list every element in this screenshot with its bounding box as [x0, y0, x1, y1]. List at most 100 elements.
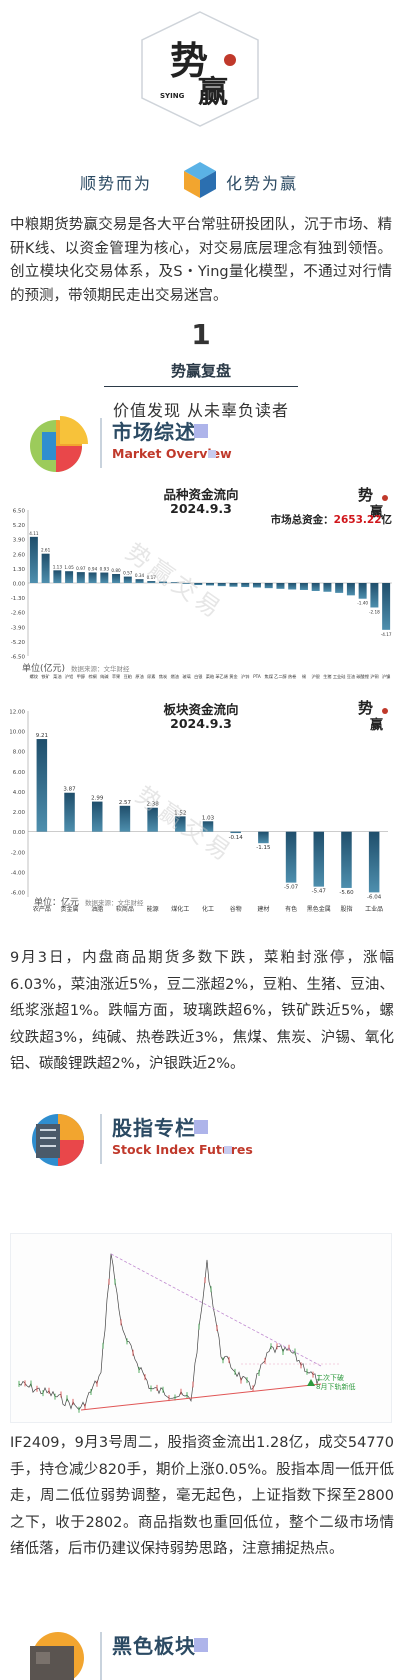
- bar: [135, 579, 144, 583]
- total-fund-unit: 亿: [381, 514, 393, 526]
- market-overview-subtitle: Market Overview: [112, 446, 232, 461]
- market-total-fund: 市场总资金：2653.22亿: [271, 512, 392, 527]
- category-label: 沪镍: [382, 673, 390, 680]
- bar: [112, 574, 121, 583]
- data-label: -6.04: [367, 894, 382, 900]
- bar: [76, 572, 85, 583]
- bar: [65, 571, 74, 583]
- brand-logo: 势 赢 SYING: [138, 10, 262, 128]
- data-label: -5.47: [312, 889, 327, 895]
- bar: [299, 583, 308, 590]
- bar: [170, 582, 179, 584]
- category-label: 农产品: [33, 905, 51, 913]
- bar: [202, 821, 214, 832]
- bar: [276, 583, 285, 589]
- chart2-unit-label: 单位：亿元: [34, 898, 80, 908]
- y-tick-label: -6.50: [11, 655, 26, 661]
- category-label: 焦炭: [159, 673, 167, 680]
- svg-text:势: 势: [358, 699, 373, 717]
- bar: [288, 583, 297, 590]
- category-label: 黑色金属: [307, 905, 331, 913]
- y-tick-label: 10.00: [10, 730, 25, 736]
- chart1-date: 2024.9.3: [170, 501, 232, 516]
- data-label: 2.38: [146, 802, 159, 808]
- category-label: 煤化工: [171, 905, 189, 913]
- bar: [182, 583, 191, 584]
- bar: [194, 583, 203, 586]
- y-tick-label: 2.00: [13, 810, 26, 816]
- bar: [313, 831, 325, 887]
- bar: [29, 536, 38, 583]
- category-label: 工业品: [365, 905, 383, 913]
- y-tick-label: 4.00: [13, 790, 26, 796]
- svg-text:赢: 赢: [370, 504, 383, 518]
- bar: [119, 805, 131, 832]
- price-line: [18, 1253, 320, 1411]
- data-label: 1.03: [202, 815, 215, 821]
- category-label: 生猪: [323, 673, 331, 680]
- category-label: 有色: [285, 905, 297, 913]
- data-label: 0.94: [88, 566, 98, 571]
- sector-fund-flow-chart: 板块资金流向 2024.9.3 势赢 12.00 10.00 8.00 6.00 4.0…: [10, 695, 392, 935]
- data-label: 4.11: [29, 531, 39, 536]
- y-tick-label: -3.90: [11, 625, 26, 631]
- bar: [217, 583, 226, 587]
- data-label: 0.97: [76, 566, 86, 571]
- data-label: 0.57: [123, 571, 133, 576]
- support-trendline: [80, 1383, 322, 1411]
- y-tick-label: -5.20: [11, 640, 26, 646]
- y-tick-label: -6.00: [11, 890, 26, 896]
- category-label: 燃油: [171, 673, 179, 680]
- bar: [346, 583, 355, 596]
- data-label: -1.40: [357, 601, 368, 606]
- svg-text:SYING: SYING: [160, 92, 185, 100]
- chart1-unit-label: 单位(亿元): [22, 664, 66, 674]
- y-tick-label: 6.50: [13, 509, 26, 515]
- bar: [335, 583, 344, 593]
- bar: [159, 581, 168, 583]
- header-divider-3: [100, 1632, 102, 1680]
- svg-text:势: 势: [170, 38, 208, 83]
- market-commentary: 9月3日，内盘商品期货多数下跌，菜粕封涨停，涨幅6.03%，菜油涨近5%，豆二涨…: [10, 950, 394, 1072]
- tagline: 顺势而为 化势为赢: [0, 160, 402, 200]
- category-label: 甲醇: [77, 673, 85, 680]
- stock-index-header: 股指专栏 Stock Index Futures: [28, 1110, 402, 1170]
- data-label: 3.87: [63, 787, 76, 793]
- data-label: 0.93: [100, 567, 110, 572]
- title-square-icon-3: [194, 1638, 208, 1652]
- category-label: 贵金属: [61, 905, 79, 913]
- tagline-left: 顺势而为: [80, 174, 153, 193]
- subtitle-square-icon-2: [224, 1146, 232, 1154]
- title-square-icon-2: [194, 1120, 208, 1134]
- stock-badge-icon: [28, 1110, 90, 1170]
- bar: [323, 583, 332, 592]
- data-label: 1.05: [64, 565, 74, 570]
- category-label: 工业硅: [333, 673, 346, 679]
- category-label: 谷物: [230, 905, 242, 913]
- y-tick-label: 3.90: [13, 538, 26, 544]
- y-tick-label: 0.00: [13, 830, 26, 836]
- category-label: PTA: [253, 674, 261, 679]
- bar: [175, 816, 186, 832]
- category-label: 纯碱: [100, 673, 109, 680]
- svg-text:赢: 赢: [198, 75, 228, 110]
- category-label: 碳酸锂: [356, 673, 369, 680]
- variety-fund-flow-chart: 品种资金流向 2024.9.3 势赢 市场总资金：2653.22亿 6.50 5.…: [10, 480, 392, 690]
- category-label: 原油: [135, 673, 143, 680]
- bar: [311, 583, 320, 591]
- chart1-plot: 6.50 5.20 3.90 2.60 1.30 0.00 -1.30 -2.60 -3.90 -…: [11, 509, 392, 680]
- data-label: 9.21: [36, 733, 48, 739]
- y-tick-label: -2.60: [11, 611, 26, 617]
- category-label: 沪锌: [241, 673, 250, 680]
- annotation-line1: 二次下破: [316, 1374, 344, 1382]
- y-tick-label: -4.00: [11, 870, 26, 876]
- category-label: 乙二醇: [274, 673, 287, 680]
- chart2-logo: 势赢: [356, 697, 390, 733]
- data-label: 0.80: [111, 568, 121, 573]
- chart2-plot: 12.00 10.00 8.00 6.00 4.00 2.00 0.00 -2.00 -4.00…: [10, 710, 388, 913]
- bar: [341, 831, 352, 888]
- category-label: 螺纹: [30, 673, 39, 680]
- data-label: 2.61: [41, 548, 51, 553]
- category-label: 白银: [194, 673, 203, 680]
- bar: [100, 572, 109, 583]
